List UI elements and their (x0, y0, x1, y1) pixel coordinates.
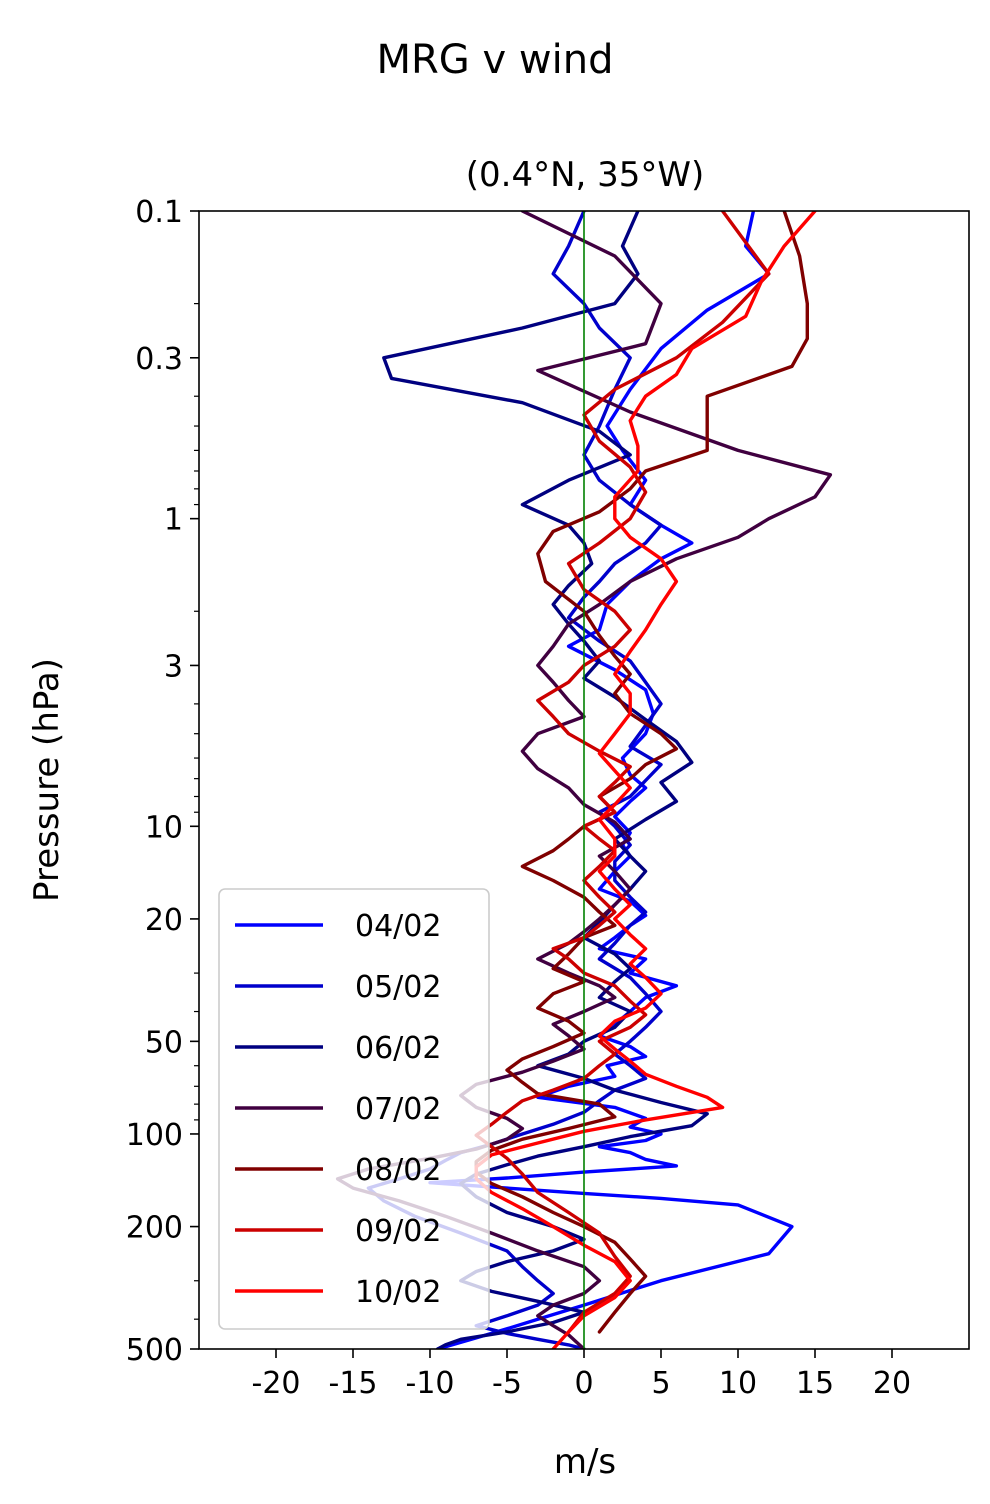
y-tick-label: 200 (126, 1211, 183, 1246)
series-line-6 (474, 211, 771, 1334)
legend-label-7: 10/02 (355, 1275, 441, 1310)
x-tick-label: -5 (492, 1366, 522, 1401)
legend-label-2: 05/02 (355, 970, 441, 1005)
legend-box (218, 888, 490, 1330)
chart-suptitle: MRG v wind (377, 37, 614, 83)
y-tick-label: 0.3 (135, 342, 183, 377)
legend-label-3: 06/02 (355, 1031, 441, 1066)
x-tick-label: 0 (574, 1366, 593, 1401)
y-tick-label: 50 (145, 1025, 183, 1060)
y-tick-label: 1 (164, 503, 183, 538)
x-axis-label: m/s (554, 1442, 616, 1482)
x-tick-label: 10 (719, 1366, 757, 1401)
x-tick-label: -10 (406, 1366, 455, 1401)
y-tick-label: 100 (126, 1118, 183, 1153)
legend-label-5: 08/02 (355, 1153, 441, 1188)
chart-title: (0.4°N, 35°W) (466, 155, 705, 195)
series-line-5 (474, 211, 809, 1334)
y-tick-label: 3 (164, 649, 183, 684)
y-tick-label: 10 (145, 810, 183, 845)
x-tick-label: 5 (651, 1366, 670, 1401)
y-tick-label: 0.1 (135, 195, 183, 230)
series-group (335, 211, 833, 1349)
legend-label-1: 04/02 (355, 909, 441, 944)
y-axis-label: Pressure (hPa) (27, 658, 67, 902)
y-tick-label: 500 (126, 1333, 183, 1368)
y-tick-label: 20 (145, 903, 183, 938)
x-tick-label: 20 (873, 1366, 911, 1401)
plot-layer: -20 -15 -10 -5 0 5 10 15 20 0.1 0.3 1 3 10 20 50 100 200 5… (126, 195, 970, 1401)
legend-label-4: 07/02 (355, 1092, 441, 1127)
legend-label-6: 09/02 (355, 1214, 441, 1249)
x-tick-label: -15 (329, 1366, 378, 1401)
x-tick-label: -20 (252, 1366, 301, 1401)
x-tick-label: 15 (796, 1366, 834, 1401)
series-line-3 (382, 211, 709, 1349)
